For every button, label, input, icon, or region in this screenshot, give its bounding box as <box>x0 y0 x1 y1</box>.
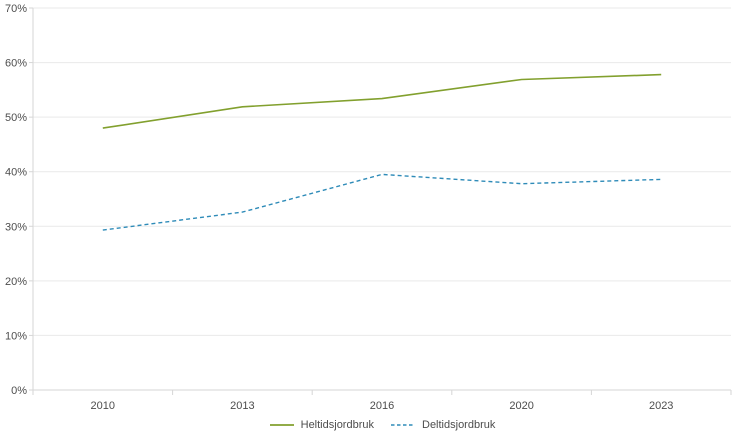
x-tick-label: 2013 <box>230 400 254 412</box>
series-line-heltidsjordbruk <box>102 73 662 129</box>
x-tick-label: 2010 <box>91 400 115 412</box>
x-tick-label: 2023 <box>649 400 673 412</box>
legend-label: Deltidsjordbruk <box>422 418 496 431</box>
chart-legend: Heltidsjordbruk Deltidsjordbruk <box>33 416 731 434</box>
y-tick-label: 0% <box>11 385 27 397</box>
y-tick-label: 30% <box>5 221 27 233</box>
series-line-deltidsjordbruk <box>102 173 662 231</box>
x-tick-label: 2016 <box>370 400 394 412</box>
y-tick-label: 20% <box>5 276 27 288</box>
y-tick-label: 70% <box>5 3 27 15</box>
legend-line-swatch <box>391 424 415 426</box>
y-tick-label: 60% <box>5 58 27 70</box>
legend-item-deltidsjordbruk: Deltidsjordbruk <box>390 418 496 431</box>
legend-item-heltidsjordbruk: Heltidsjordbruk <box>269 418 374 431</box>
legend-line-swatch <box>269 424 294 426</box>
y-tick-label: 10% <box>5 330 27 342</box>
legend-label: Heltidsjordbruk <box>300 418 374 431</box>
x-tick-label: 2020 <box>509 400 533 412</box>
y-tick-label: 50% <box>5 112 27 124</box>
y-tick-label: 40% <box>5 167 27 179</box>
